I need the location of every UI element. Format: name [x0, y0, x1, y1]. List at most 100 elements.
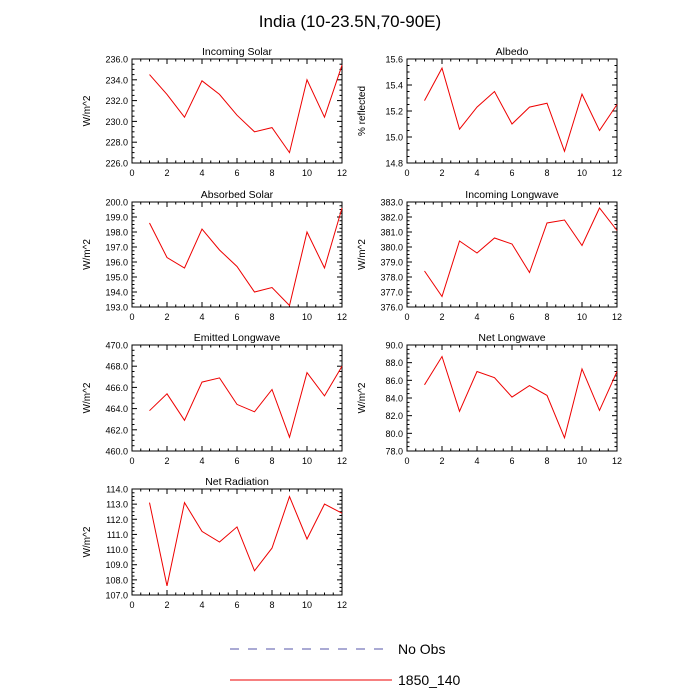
- y-tick-label: 78.0: [385, 447, 403, 457]
- y-tick-label: 460.0: [105, 447, 128, 457]
- x-tick-label: 2: [439, 312, 444, 322]
- main-title: India (10-23.5N,70-90E): [259, 12, 441, 31]
- y-tick-label: 84.0: [385, 394, 403, 404]
- x-tick-label: 10: [302, 312, 312, 322]
- x-tick-label: 4: [474, 312, 479, 322]
- y-tick-label: 88.0: [385, 358, 403, 368]
- series-line-1850-140: [424, 355, 618, 440]
- panel-title: Incoming Longwave: [465, 189, 559, 201]
- y-tick-label: 194.0: [105, 288, 128, 298]
- x-tick-label: 4: [199, 168, 204, 178]
- y-tick-label: 200.0: [105, 198, 128, 208]
- y-tick-label: 228.0: [105, 138, 128, 148]
- x-tick-label: 10: [302, 168, 312, 178]
- x-tick-label: 8: [269, 456, 274, 466]
- y-tick-label: 113.0: [106, 500, 128, 510]
- legend: No Obs 1850_140: [230, 641, 461, 688]
- y-tick-label: 230.0: [105, 117, 128, 127]
- plot-frame: [406, 344, 618, 452]
- panel-title: Net Longwave: [478, 332, 545, 344]
- x-tick-label: 10: [577, 456, 587, 466]
- x-tick-label: 8: [544, 312, 549, 322]
- x-tick-label: 6: [509, 312, 514, 322]
- y-axis-label: W/m^2: [82, 526, 93, 557]
- y-tick-label: 108.0: [105, 575, 128, 585]
- x-tick-label: 10: [577, 312, 587, 322]
- y-tick-label: 80.0: [385, 429, 403, 439]
- y-tick-label: 234.0: [105, 75, 128, 85]
- y-tick-label: 466.0: [105, 383, 128, 393]
- x-tick-label: 12: [612, 456, 622, 466]
- x-tick-label: 12: [337, 456, 347, 466]
- x-tick-label: 8: [544, 168, 549, 178]
- x-tick-label: 2: [164, 168, 169, 178]
- x-tick-label: 4: [199, 600, 204, 610]
- y-tick-label: 383.0: [380, 198, 403, 208]
- y-axis-label: % reflected: [357, 86, 368, 136]
- y-axis-label: W/m^2: [82, 239, 93, 270]
- x-tick-label: 6: [234, 312, 239, 322]
- x-tick-label: 12: [612, 312, 622, 322]
- y-tick-label: 112.0: [106, 515, 128, 525]
- x-tick-label: 6: [234, 456, 239, 466]
- x-tick-label: 0: [129, 312, 134, 322]
- series-line-1850-140: [149, 365, 343, 439]
- y-tick-label: 232.0: [105, 96, 128, 106]
- x-tick-label: 12: [337, 600, 347, 610]
- y-tick-label: 15.0: [385, 133, 403, 143]
- y-tick-label: 199.0: [105, 213, 128, 223]
- y-tick-label: 90.0: [385, 341, 403, 351]
- x-tick-label: 4: [199, 456, 204, 466]
- x-tick-label: 12: [612, 168, 622, 178]
- x-tick-label: 6: [509, 456, 514, 466]
- panel-title: Absorbed Solar: [201, 189, 274, 201]
- y-tick-label: 109.0: [105, 560, 128, 570]
- y-tick-label: 111.0: [107, 530, 128, 540]
- plot-frame: [131, 58, 343, 164]
- panel-1: Albedo % reflected 0 2 4 6 8 10 12 14.8 15.0 15.2 15…: [357, 46, 622, 178]
- panel-title: Albedo: [496, 46, 529, 58]
- y-tick-label: 14.8: [385, 159, 403, 169]
- series-line-1850-140: [149, 207, 343, 307]
- legend-label-no-obs: No Obs: [398, 641, 445, 657]
- y-axis-label: W/m^2: [82, 382, 93, 413]
- y-tick-label: 470.0: [105, 341, 128, 351]
- series-line-1850-140: [424, 207, 618, 298]
- y-tick-label: 462.0: [105, 425, 128, 435]
- x-tick-label: 0: [129, 168, 134, 178]
- series-line-1850-140: [424, 66, 618, 153]
- y-tick-label: 15.4: [385, 81, 403, 91]
- x-tick-label: 2: [439, 456, 444, 466]
- y-tick-label: 464.0: [105, 404, 128, 414]
- y-tick-label: 82.0: [385, 411, 403, 421]
- y-tick-label: 380.0: [380, 243, 403, 253]
- y-tick-label: 382.0: [380, 213, 403, 223]
- x-tick-label: 12: [337, 312, 347, 322]
- x-tick-label: 0: [129, 600, 134, 610]
- y-tick-label: 197.0: [105, 243, 128, 253]
- y-tick-label: 195.0: [105, 273, 128, 283]
- y-tick-label: 236.0: [105, 55, 128, 65]
- x-tick-label: 8: [269, 600, 274, 610]
- y-tick-label: 379.0: [380, 258, 403, 268]
- x-tick-label: 10: [302, 456, 312, 466]
- y-tick-label: 226.0: [105, 159, 128, 169]
- y-axis-label: W/m^2: [357, 239, 368, 270]
- panel-title: Emitted Longwave: [194, 332, 281, 344]
- y-tick-label: 376.0: [380, 303, 403, 313]
- panel-title: Incoming Solar: [202, 46, 273, 58]
- y-axis-label: W/m^2: [357, 382, 368, 413]
- panel-4: Emitted Longwave W/m^2 0 2 4 6 8 10 12 460.0 462.0…: [82, 332, 347, 466]
- x-tick-label: 0: [404, 312, 409, 322]
- series-line-1850-140: [149, 495, 343, 587]
- panel-6: Net Radiation W/m^2 0 2 4 6 8 10 12 107.0 108.0 109…: [82, 476, 347, 610]
- x-tick-label: 6: [509, 168, 514, 178]
- x-tick-label: 0: [404, 456, 409, 466]
- x-tick-label: 8: [269, 168, 274, 178]
- x-tick-label: 6: [234, 600, 239, 610]
- legend-label-1850-140: 1850_140: [398, 672, 461, 688]
- x-tick-label: 4: [474, 168, 479, 178]
- x-tick-label: 10: [302, 600, 312, 610]
